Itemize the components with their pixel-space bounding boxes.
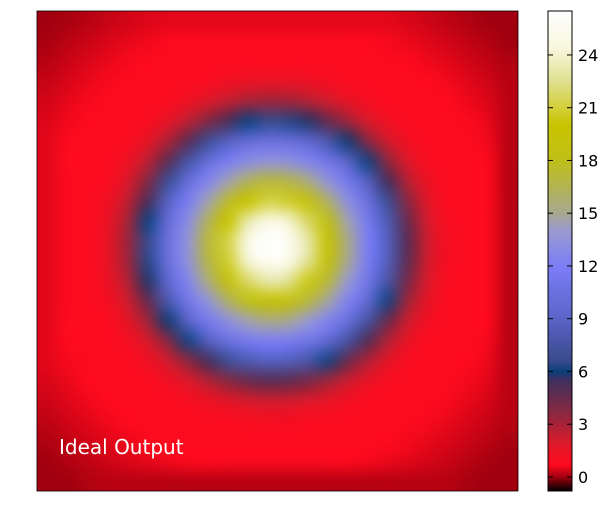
colorbar-tick-label: 6 [578, 362, 588, 381]
colorbar-tick-label: 18 [578, 151, 598, 170]
colorbar-tick-label: 0 [578, 468, 588, 487]
colorbar-tick-label: 21 [578, 99, 598, 118]
colorbar-tick-label: 15 [578, 204, 598, 223]
colorbar-fill [548, 11, 572, 491]
colorbar-tick-label: 3 [578, 415, 588, 434]
colorbar-tick-label: 12 [578, 257, 598, 276]
plot-frame [36, 10, 519, 492]
heatmap-raster [37, 11, 518, 491]
heatmap-image [37, 11, 518, 491]
colorbar-tick-label: 24 [578, 46, 598, 65]
panel-annotation: Ideal Output [59, 435, 184, 459]
colorbar-tick-label: 9 [578, 310, 588, 329]
colorbar: 0 3 6 9 12 15 18 21 24 [547, 10, 598, 492]
colorbar-ticks: 0 3 6 9 12 15 18 21 24 [548, 46, 598, 487]
colorbar-frame [547, 10, 573, 492]
